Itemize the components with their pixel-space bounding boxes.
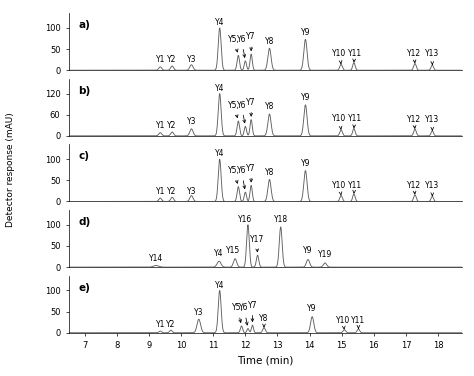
Text: Y9: Y9 xyxy=(301,93,310,102)
Text: Y11: Y11 xyxy=(347,49,362,62)
Text: Y3: Y3 xyxy=(187,186,196,196)
Text: Y7: Y7 xyxy=(248,301,257,321)
Text: Y4: Y4 xyxy=(215,280,224,290)
Text: Y11: Y11 xyxy=(347,114,362,127)
Text: Y12: Y12 xyxy=(407,115,421,128)
Text: Y4: Y4 xyxy=(215,149,224,158)
Text: Y10: Y10 xyxy=(332,180,346,195)
Text: Y11: Y11 xyxy=(351,316,365,328)
Text: Y7: Y7 xyxy=(246,98,256,116)
Text: Y9: Y9 xyxy=(301,159,310,168)
X-axis label: Time (min): Time (min) xyxy=(237,356,293,365)
Text: Y16: Y16 xyxy=(238,215,253,224)
Text: Y19: Y19 xyxy=(318,250,332,259)
Text: Y13: Y13 xyxy=(425,49,439,64)
Text: Y9: Y9 xyxy=(301,28,310,37)
Text: Y18: Y18 xyxy=(273,215,288,224)
Text: Y10: Y10 xyxy=(332,114,346,129)
Text: Y5,: Y5, xyxy=(228,166,240,183)
Text: Y5,: Y5, xyxy=(228,101,240,118)
Text: c): c) xyxy=(79,151,90,161)
Text: Detector response (mAU): Detector response (mAU) xyxy=(6,112,15,227)
Text: Y6: Y6 xyxy=(237,35,246,58)
Text: Y2: Y2 xyxy=(167,186,177,196)
Text: Y1: Y1 xyxy=(155,55,165,64)
Text: Y1: Y1 xyxy=(155,121,165,130)
Text: Y8: Y8 xyxy=(265,168,274,177)
Text: Y1: Y1 xyxy=(155,320,165,329)
Text: Y12: Y12 xyxy=(407,180,421,194)
Text: Y2: Y2 xyxy=(167,121,177,130)
Text: Y13: Y13 xyxy=(425,115,439,130)
Text: Y6: Y6 xyxy=(237,101,246,123)
Text: Y6: Y6 xyxy=(239,303,249,325)
Text: Y5,: Y5, xyxy=(228,35,240,52)
Text: b): b) xyxy=(79,86,91,96)
Text: Y7: Y7 xyxy=(246,164,256,182)
Text: Y2: Y2 xyxy=(166,320,175,329)
Text: Y15: Y15 xyxy=(226,246,240,255)
Text: Y3: Y3 xyxy=(187,117,196,126)
Text: Y8: Y8 xyxy=(259,314,269,327)
Text: Y4: Y4 xyxy=(214,249,224,258)
Text: Y9: Y9 xyxy=(303,246,313,255)
Text: a): a) xyxy=(79,20,91,30)
Text: Y17: Y17 xyxy=(249,235,264,252)
Text: Y8: Y8 xyxy=(265,102,274,111)
Text: Y7: Y7 xyxy=(246,32,256,50)
Text: Y1: Y1 xyxy=(155,186,165,196)
Text: Y3: Y3 xyxy=(194,308,203,317)
Text: Y11: Y11 xyxy=(347,180,362,193)
Text: Y10: Y10 xyxy=(336,316,350,329)
Text: Y13: Y13 xyxy=(425,180,439,196)
Text: e): e) xyxy=(79,282,91,293)
Text: Y9: Y9 xyxy=(308,304,317,313)
Text: Y4: Y4 xyxy=(215,83,224,92)
Text: Y12: Y12 xyxy=(407,49,421,63)
Text: Y5,: Y5, xyxy=(232,303,244,323)
Text: Y3: Y3 xyxy=(187,55,196,64)
Text: Y4: Y4 xyxy=(215,18,224,27)
Text: Y6: Y6 xyxy=(237,166,246,189)
Text: Y2: Y2 xyxy=(167,55,177,64)
Text: Y14: Y14 xyxy=(149,254,163,263)
Text: Y8: Y8 xyxy=(265,37,274,46)
Text: Y10: Y10 xyxy=(332,49,346,64)
Text: d): d) xyxy=(79,217,91,227)
